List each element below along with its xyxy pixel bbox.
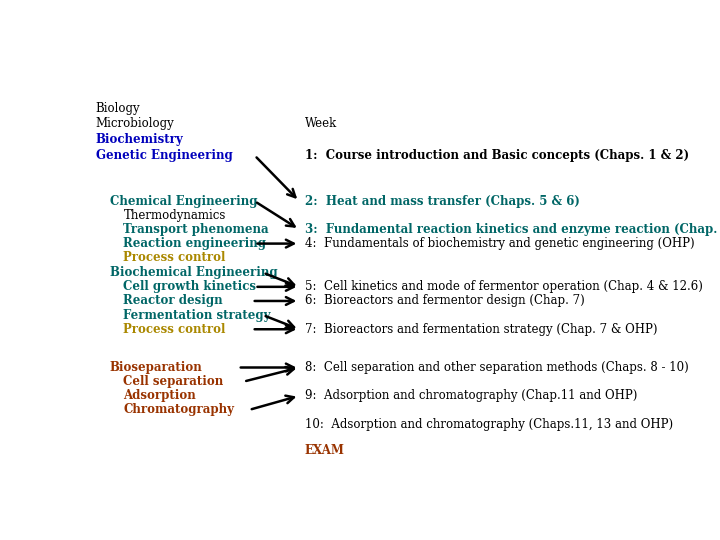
Text: 5:  Cell kinetics and mode of fermentor operation (Chap. 4 & 12.6): 5: Cell kinetics and mode of fermentor o… <box>305 280 703 293</box>
Text: Biochemistry: Biochemistry <box>96 133 184 146</box>
Text: Chemical Engineering: Chemical Engineering <box>109 195 257 208</box>
Text: Adsorption: Adsorption <box>124 389 197 402</box>
Text: 10:  Adsorption and chromatography (Chaps.11, 13 and OHP): 10: Adsorption and chromatography (Chaps… <box>305 417 673 430</box>
Text: Chromatography: Chromatography <box>124 403 235 416</box>
Text: 2:  Heat and mass transfer (Chaps. 5 & 6): 2: Heat and mass transfer (Chaps. 5 & 6) <box>305 195 580 208</box>
Text: 6:  Bioreactors and fermentor design (Chap. 7): 6: Bioreactors and fermentor design (Cha… <box>305 294 585 307</box>
Text: Reactor design: Reactor design <box>124 294 223 307</box>
Text: Biology: Biology <box>96 102 140 115</box>
Text: 8:  Cell separation and other separation methods (Chaps. 8 - 10): 8: Cell separation and other separation … <box>305 361 688 374</box>
Text: Process control: Process control <box>124 251 226 264</box>
Text: Genetic Engineering: Genetic Engineering <box>96 149 233 162</box>
Text: Cell growth kinetics: Cell growth kinetics <box>124 280 256 293</box>
Text: Bioseparation: Bioseparation <box>109 361 202 374</box>
Text: 7:  Bioreactors and fermentation strategy (Chap. 7 & OHP): 7: Bioreactors and fermentation strategy… <box>305 323 657 336</box>
Text: Cell separation: Cell separation <box>124 375 224 388</box>
Text: Week: Week <box>305 117 337 130</box>
Text: Transport phenomena: Transport phenomena <box>124 223 269 236</box>
Text: Process control: Process control <box>124 323 226 336</box>
Text: Microbiology: Microbiology <box>96 117 174 130</box>
Text: 3:  Fundamental reaction kinetics and enzyme reaction (Chap. 3): 3: Fundamental reaction kinetics and enz… <box>305 223 720 236</box>
Text: Biochemical Engineering: Biochemical Engineering <box>109 266 277 279</box>
Text: Fermentation strategy: Fermentation strategy <box>124 309 271 322</box>
Text: 4:  Fundamentals of biochemistry and genetic engineering (OHP): 4: Fundamentals of biochemistry and gene… <box>305 237 695 250</box>
Text: Reaction engineering: Reaction engineering <box>124 237 266 250</box>
Text: 1:  Course introduction and Basic concepts (Chaps. 1 & 2): 1: Course introduction and Basic concept… <box>305 149 689 162</box>
Text: Thermodynamics: Thermodynamics <box>124 209 226 222</box>
Text: EXAM: EXAM <box>305 444 345 457</box>
Text: 9:  Adsorption and chromatography (Chap.11 and OHP): 9: Adsorption and chromatography (Chap.1… <box>305 389 637 402</box>
